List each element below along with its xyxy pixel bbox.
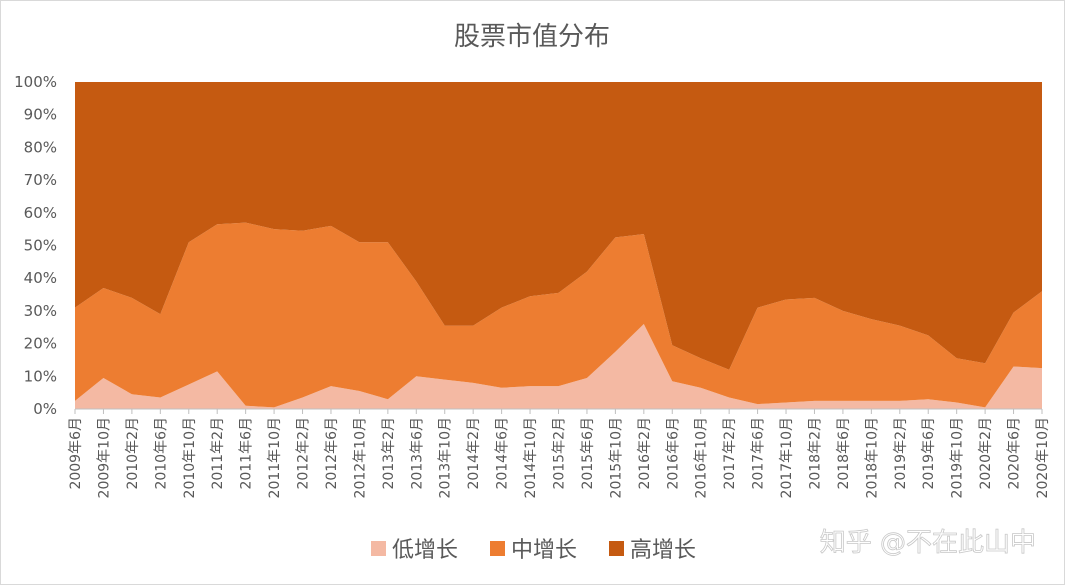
y-tick-label: 80% [24,138,57,156]
y-tick-label: 50% [24,237,57,255]
y-tick-label: 0% [33,400,57,418]
x-tick-label: 2012年2月 [296,417,312,490]
x-tick-label: 2015年6月 [580,417,596,490]
x-tick-label: 2016年2月 [637,417,653,490]
y-tick-label: 70% [24,171,57,189]
area-series-3 [75,82,1042,370]
x-tick-label: 2012年10月 [352,417,368,498]
x-tick-label: 2015年2月 [552,417,568,490]
x-tick-label: 2020年10月 [1035,417,1051,498]
x-tick-label: 2010年10月 [182,417,198,498]
x-tick-label: 2014年6月 [495,417,511,490]
legend-swatch-2 [490,541,505,556]
area-series-1 [75,323,1042,409]
x-axis: 2009年6月 2009年10月 2010年2月 2010年6月 2010年10月 201… [68,408,1051,498]
x-tick-label: 2017年6月 [751,417,767,490]
x-tick-label: 2009年6月 [68,417,84,490]
y-tick-label: 30% [24,302,57,320]
x-tick-label: 2019年6月 [921,417,937,490]
x-tick-label: 2017年2月 [722,417,738,490]
chart-title: 股票市值分布 [454,22,610,52]
legend-label-2: 中增长 [511,538,577,563]
x-tick-label: 2016年6月 [665,417,681,490]
x-tick-label: 2019年10月 [950,417,966,498]
y-tick-label: 100% [14,73,57,91]
x-tick-label: 2018年10月 [864,417,880,498]
x-tick-label: 2020年6月 [1007,417,1023,490]
x-tick-label: 2017年10月 [779,417,795,498]
x-tick-label: 2015年10月 [608,417,624,498]
x-tick-label: 2018年2月 [807,417,823,490]
legend-label-3: 高增长 [630,538,696,563]
x-tick-label: 2010年2月 [125,417,141,490]
x-tick-label: 2014年10月 [523,417,539,498]
area-series-2 [75,222,1042,408]
legend-swatch-3 [609,541,624,556]
x-tick-label: 2018年6月 [836,417,852,490]
plot-areas [75,82,1042,409]
watermark: 知乎 @不在此山中 [820,528,1036,558]
x-tick-label: 2019年2月 [893,417,909,490]
legend: 低增长 中增长 高增长 [371,538,696,563]
y-tick-label: 20% [24,335,57,353]
x-tick-label: 2013年10月 [438,417,454,498]
legend-swatch-1 [371,541,386,556]
x-tick-label: 2020年2月 [978,417,994,490]
y-tick-label: 10% [24,367,57,385]
x-tick-label: 2016年10月 [694,417,710,498]
x-tick-label: 2010年6月 [153,417,169,490]
y-axis: 0% 10% 20% 30% 40% 50% 60% 70% 80% 90% 100% [14,73,57,418]
y-tick-label: 40% [24,269,57,287]
x-tick-label: 2013年6月 [409,417,425,490]
x-tick-label: 2012年6月 [324,417,340,490]
x-tick-label: 2014年2月 [466,417,482,490]
y-tick-label: 60% [24,204,57,222]
x-tick-label: 2013年2月 [381,417,397,490]
y-tick-label: 90% [24,106,57,124]
x-tick-label: 2011年2月 [210,417,226,490]
legend-label-1: 低增长 [392,538,458,563]
x-tick-label: 2011年6月 [239,417,255,490]
x-tick-label: 2009年10月 [96,417,112,498]
x-tick-label: 2011年10月 [267,417,283,498]
